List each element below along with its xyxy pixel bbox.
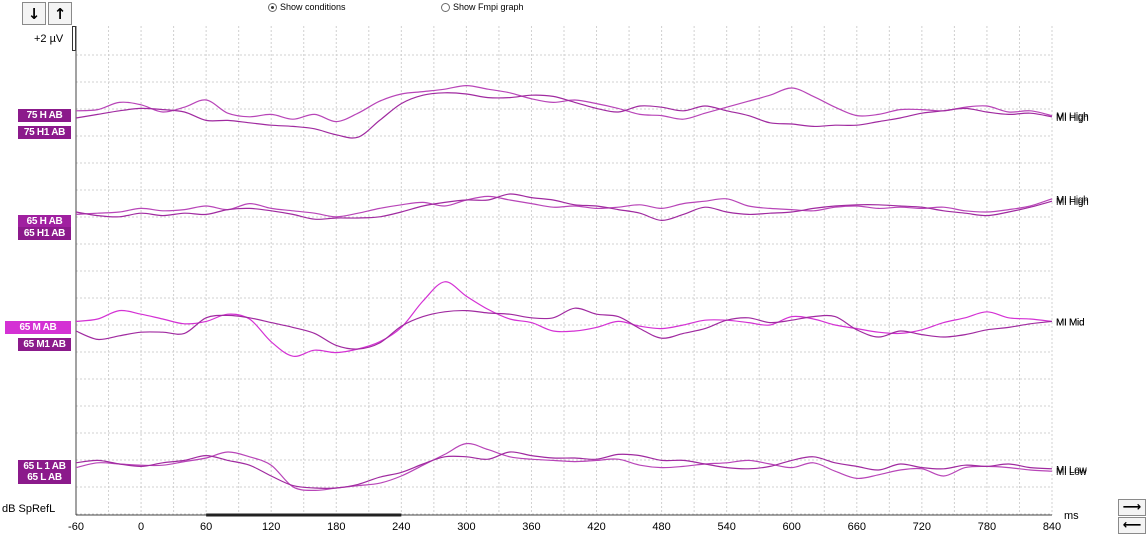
trace-line [75,281,1053,357]
right-label: MI High [1056,112,1088,123]
condition-label[interactable]: 65 H1 AB [18,227,71,240]
x-unit-label: ms [1064,510,1079,522]
down-arrow-icon: ↓ [27,4,41,23]
trace-line [75,84,1053,123]
x-tick-label: -60 [68,521,84,533]
y-axis-label: dB SpRefL [2,503,56,515]
condition-label[interactable]: 65 H AB [18,215,71,228]
x-tick-label: 660 [848,521,866,533]
trace-line [75,442,1053,492]
right-label: MI High [1056,113,1088,124]
x-tick-label: 780 [978,521,996,533]
x-tick-label: 60 [200,521,212,533]
right-label: MI Mid [1056,317,1084,328]
x-tick-label: 540 [717,521,735,533]
x-tick-label: 720 [913,521,931,533]
traces [75,84,1053,492]
right-label: MI High [1056,195,1088,206]
right-label: MI Low [1056,465,1088,476]
scale-label: +2 µV [34,33,64,45]
trace-line [75,92,1053,139]
right-label: MI High [1056,197,1088,208]
show-conditions-label: Show conditions [280,2,346,12]
x-tick-label: 0 [138,521,144,533]
left-arrow-icon: ⟵ [1122,518,1142,533]
x-tick-label: 420 [587,521,605,533]
show-conditions-radio[interactable]: Show conditions [268,2,346,12]
radio-checked-icon [268,2,277,12]
radio-unchecked-icon [441,2,450,12]
right-label: MI Mid [1056,317,1084,328]
scroll-left-button[interactable]: ⟵ [1118,517,1146,534]
axes [75,26,1052,517]
x-tick-label: 840 [1043,521,1061,533]
x-tick-labels: -60 0 60 120 180 240 300 360 420 480 540 600 660 720 7… [68,521,1061,533]
move-down-button[interactable]: ↓ [22,2,46,25]
move-up-button[interactable]: ↑ [48,2,72,25]
x-tick-label: 600 [783,521,801,533]
trace-line [75,193,1053,222]
right-label: MI Low [1056,467,1088,478]
trace-line [75,195,1053,218]
show-fmpi-radio[interactable]: Show Fmpi graph [441,2,524,12]
condition-label[interactable]: 75 H1 AB [18,126,71,139]
show-fmpi-label: Show Fmpi graph [453,2,524,12]
x-tick-label: 120 [262,521,280,533]
condition-label[interactable]: 65 L 1 AB [18,460,71,473]
condition-label[interactable]: 75 H AB [18,109,71,122]
x-tick-label: 180 [327,521,345,533]
x-tick-label: 360 [522,521,540,533]
condition-label[interactable]: 65 L AB [18,471,71,484]
x-tick-label: 480 [652,521,670,533]
up-arrow-icon: ↑ [53,4,67,23]
right-arrow-icon: ⟶ [1122,500,1142,515]
condition-label[interactable]: 65 M1 AB [18,338,71,351]
trace-line [75,307,1053,350]
x-tick-label: 240 [392,521,410,533]
grid [76,26,1053,515]
condition-label[interactable]: 65 M AB [5,321,71,334]
scroll-right-button[interactable]: ⟶ [1118,499,1146,516]
x-tick-label: 300 [457,521,475,533]
trace-line [75,451,1053,489]
